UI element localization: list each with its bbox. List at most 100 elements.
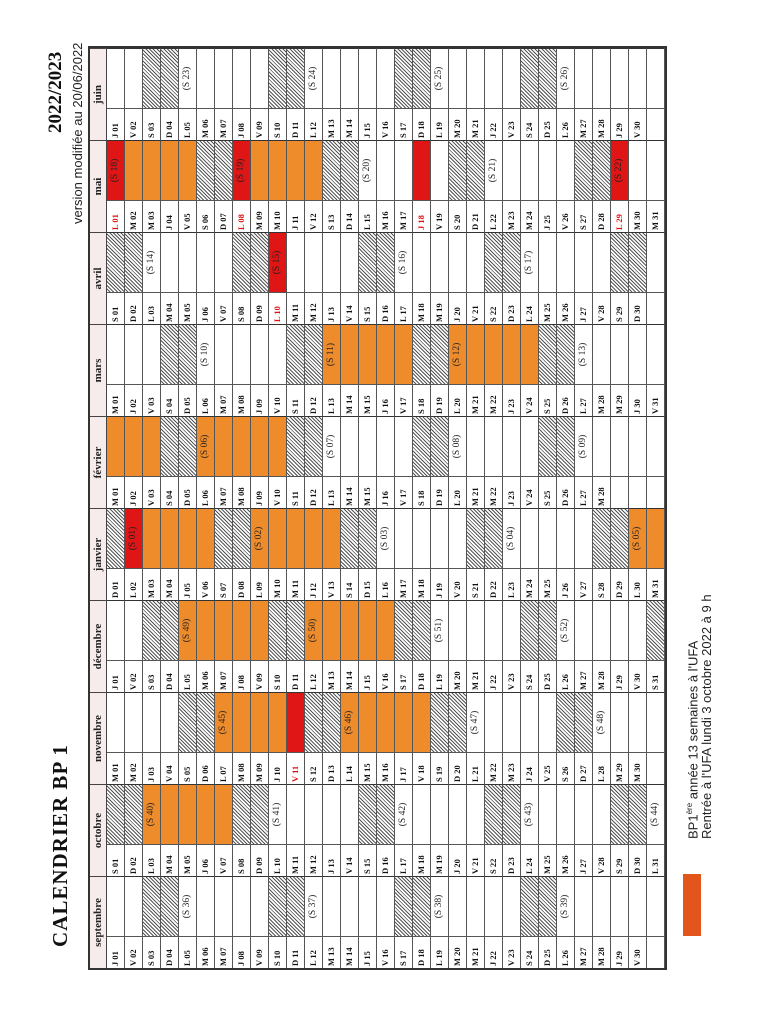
day-cell bbox=[215, 508, 233, 568]
day-label: M 22 bbox=[485, 476, 503, 508]
day-label: S 18 bbox=[413, 476, 431, 508]
day-label: S 26 bbox=[557, 752, 575, 784]
day-cell bbox=[575, 784, 593, 844]
day-cell bbox=[269, 416, 287, 476]
day-label: L 05 bbox=[179, 108, 197, 140]
day-label: D 16 bbox=[377, 844, 395, 876]
day-cell bbox=[647, 324, 665, 384]
day-label: M 15 bbox=[359, 752, 377, 784]
day-cell: (S 25) bbox=[431, 48, 449, 108]
day-cell bbox=[233, 692, 251, 752]
day-label: M 04 bbox=[161, 568, 179, 600]
day-label: V 02 bbox=[125, 936, 143, 968]
day-label: L 21 bbox=[467, 752, 485, 784]
day-cell bbox=[341, 232, 359, 292]
day-label: M 13 bbox=[323, 108, 341, 140]
day-label: M 18 bbox=[413, 844, 431, 876]
day-cell bbox=[251, 232, 269, 292]
day-cell bbox=[323, 140, 341, 200]
day-cell bbox=[395, 324, 413, 384]
day-label: D 04 bbox=[161, 108, 179, 140]
day-cell bbox=[593, 508, 611, 568]
day-label: D 09 bbox=[251, 844, 269, 876]
day-cell bbox=[287, 232, 305, 292]
day-cell bbox=[629, 140, 647, 200]
day-cell bbox=[611, 784, 629, 844]
day-label: L 01 bbox=[107, 200, 125, 232]
day-label: L 12 bbox=[305, 108, 323, 140]
day-label bbox=[647, 936, 665, 968]
day-cell bbox=[359, 232, 377, 292]
day-cell bbox=[485, 48, 503, 108]
day-cell bbox=[593, 876, 611, 936]
day-cell bbox=[503, 232, 521, 292]
day-cell bbox=[251, 416, 269, 476]
day-cell bbox=[467, 48, 485, 108]
day-label: M 04 bbox=[161, 292, 179, 324]
day-cell bbox=[287, 48, 305, 108]
day-label: M 19 bbox=[431, 292, 449, 324]
day-cell: (S 23) bbox=[179, 48, 197, 108]
day-label: M 21 bbox=[467, 108, 485, 140]
day-cell bbox=[305, 232, 323, 292]
day-label: J 29 bbox=[611, 660, 629, 692]
day-cell bbox=[179, 416, 197, 476]
day-cell bbox=[179, 508, 197, 568]
day-label: S 17 bbox=[395, 108, 413, 140]
day-cell bbox=[521, 48, 539, 108]
day-label: V 25 bbox=[539, 752, 557, 784]
day-cell bbox=[611, 876, 629, 936]
day-label: S 22 bbox=[485, 292, 503, 324]
day-cell bbox=[305, 416, 323, 476]
day-cell bbox=[575, 508, 593, 568]
day-label: S 25 bbox=[539, 476, 557, 508]
day-label: M 05 bbox=[179, 292, 197, 324]
day-cell bbox=[107, 232, 125, 292]
day-label: M 14 bbox=[341, 384, 359, 416]
day-cell bbox=[287, 600, 305, 660]
day-cell bbox=[611, 692, 629, 752]
day-label: S 04 bbox=[161, 384, 179, 416]
day-cell bbox=[431, 324, 449, 384]
day-label: L 08 bbox=[233, 200, 251, 232]
day-cell bbox=[413, 232, 431, 292]
day-cell bbox=[593, 48, 611, 108]
day-label: M 18 bbox=[413, 568, 431, 600]
day-label: M 28 bbox=[593, 476, 611, 508]
day-label: L 03 bbox=[143, 292, 161, 324]
day-cell bbox=[161, 876, 179, 936]
day-label: D 05 bbox=[179, 476, 197, 508]
day-cell: (S 20) bbox=[359, 140, 377, 200]
day-label: S 10 bbox=[269, 936, 287, 968]
day-label: V 19 bbox=[431, 200, 449, 232]
day-label: M 15 bbox=[359, 476, 377, 508]
day-label: V 13 bbox=[323, 568, 341, 600]
day-cell bbox=[233, 416, 251, 476]
day-cell bbox=[629, 324, 647, 384]
day-cell bbox=[305, 324, 323, 384]
day-label: J 15 bbox=[359, 108, 377, 140]
day-cell bbox=[395, 692, 413, 752]
day-label: S 17 bbox=[395, 660, 413, 692]
day-label: S 19 bbox=[431, 752, 449, 784]
day-cell bbox=[521, 140, 539, 200]
day-label: D 11 bbox=[287, 660, 305, 692]
day-label: V 30 bbox=[629, 660, 647, 692]
day-cell bbox=[467, 140, 485, 200]
day-label: V 27 bbox=[575, 568, 593, 600]
day-cell bbox=[539, 416, 557, 476]
day-cell bbox=[251, 48, 269, 108]
day-cell: (S 18) bbox=[107, 140, 125, 200]
day-label: J 04 bbox=[161, 200, 179, 232]
day-cell: (S 45) bbox=[215, 692, 233, 752]
day-cell bbox=[593, 416, 611, 476]
day-label: J 26 bbox=[557, 568, 575, 600]
day-cell bbox=[467, 232, 485, 292]
day-cell: (S 02) bbox=[251, 508, 269, 568]
day-label: M 07 bbox=[215, 384, 233, 416]
day-cell bbox=[413, 876, 431, 936]
day-cell: (S 47) bbox=[467, 692, 485, 752]
day-cell bbox=[251, 140, 269, 200]
day-cell bbox=[431, 508, 449, 568]
day-cell bbox=[323, 600, 341, 660]
